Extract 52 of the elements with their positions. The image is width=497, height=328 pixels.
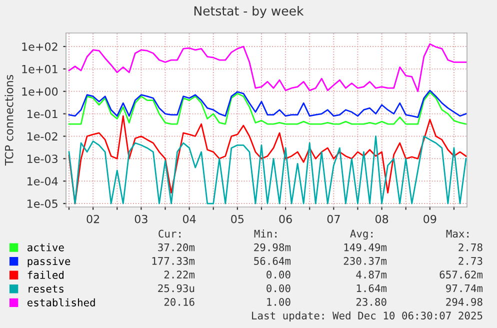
legend-label: resets [28, 285, 64, 293]
legend-label: established [27, 298, 95, 306]
text: 657.62m [440, 270, 483, 279]
x-tick-label: 02 [86, 214, 100, 224]
y-tick-label: 1e+00 [22, 87, 58, 96]
y-tick-label: 1e+01 [22, 64, 58, 74]
y-tick-label: 1e-03 [28, 154, 58, 164]
text: Avg: [350, 230, 372, 240]
text: 25.93u [158, 284, 194, 292]
x-tick-label: 03 [134, 214, 148, 224]
x-tick-label: 06 [279, 214, 292, 224]
text: 230.37m [344, 257, 387, 265]
text: 4.87m [356, 270, 387, 279]
text: 1.64m [356, 284, 387, 292]
text: 0.00 [266, 270, 290, 279]
x-tick-label: 07 [327, 214, 340, 224]
text: 97.74m [446, 284, 483, 292]
text: Max: [446, 230, 468, 238]
text: 56.64m [254, 257, 291, 265]
y-tick-label: 1e+02 [22, 42, 58, 51]
text: Cur: [158, 230, 180, 238]
text: 37.20m [158, 243, 195, 252]
line-series [68, 90, 467, 118]
line-series [68, 43, 467, 92]
legend-label: failed [28, 270, 64, 279]
text: 23.80 [356, 298, 386, 306]
y-axis-title: TCP connections [4, 74, 14, 166]
x-tick-label: 04 [182, 214, 196, 224]
x-tick-label: 09 [424, 214, 436, 224]
legend-label: active [28, 243, 64, 252]
legend-label: passive [28, 257, 70, 268]
text: 2.73 [458, 257, 482, 265]
text: 149.49m [344, 243, 387, 252]
text: 20.16 [164, 298, 194, 306]
text: 1.00 [267, 298, 290, 306]
text: 2.22m [164, 270, 195, 278]
line-series [68, 136, 467, 204]
text: 29.98m [254, 243, 291, 252]
text: 0.00 [266, 284, 290, 292]
text: 177.33m [152, 257, 195, 265]
text: Min: [254, 230, 276, 238]
y-tick-label: 1e-01 [28, 110, 58, 118]
text: 294.98 [446, 298, 482, 306]
text: 2.78 [458, 243, 482, 252]
y-tick-label: 1e-05 [28, 200, 58, 208]
y-tick-label: 1e-04 [28, 177, 58, 186]
x-tick-label: 05 [231, 214, 244, 224]
line-series [68, 92, 467, 125]
x-tick-label: 08 [375, 214, 388, 224]
chart-title: Netstat - by week [194, 6, 304, 18]
text: Last update: Wed Dec 10 06:30:07 2025 [252, 311, 482, 322]
y-tick-label: 1e-02 [28, 132, 58, 141]
